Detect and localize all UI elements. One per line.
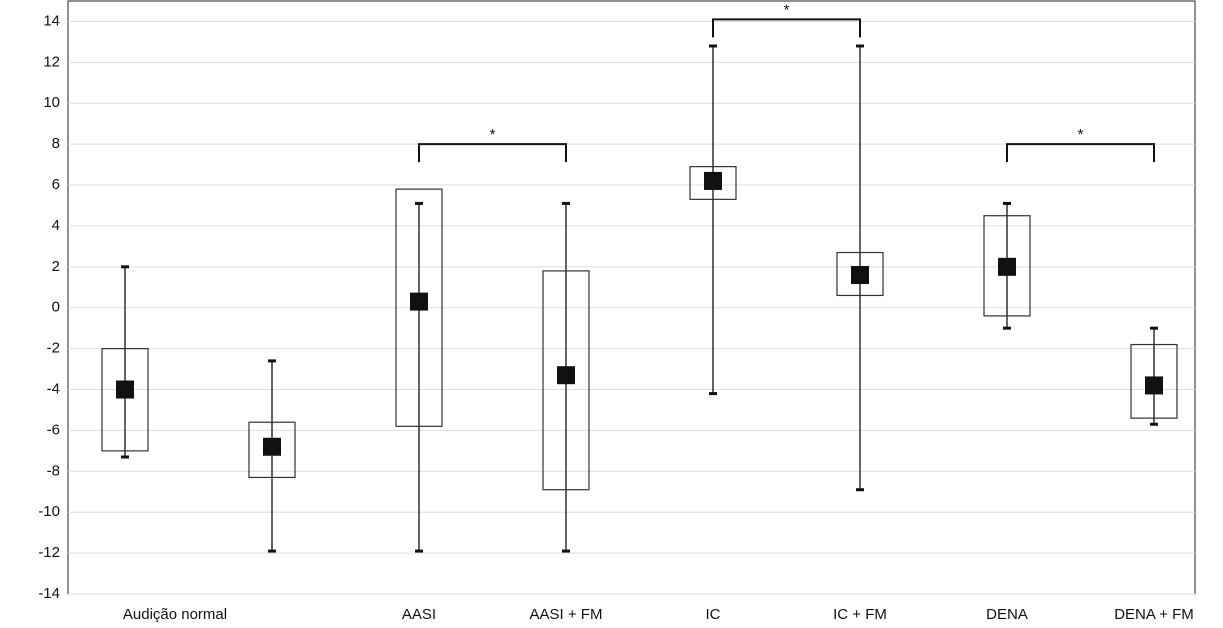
x-tick-label: IC: [706, 606, 721, 623]
significance-bracket: [712, 18, 861, 38]
box: [836, 251, 884, 297]
annotation: *: [784, 1, 790, 18]
annotation: *: [490, 126, 496, 143]
y-tick-label: -10: [38, 503, 60, 520]
y-tick-label: -2: [47, 340, 60, 357]
significance-bracket: [418, 143, 567, 163]
y-tick-label: 4: [52, 217, 60, 234]
y-tick-label: -8: [47, 462, 60, 479]
median-marker: [704, 171, 722, 190]
box: [983, 215, 1031, 317]
box: [395, 188, 443, 427]
y-tick-label: -4: [47, 380, 60, 397]
median-marker: [557, 366, 575, 385]
box: [1130, 343, 1178, 419]
x-tick-label: IC + FM: [833, 606, 887, 623]
box: [248, 421, 296, 479]
y-tick-label: 12: [43, 53, 60, 70]
median-marker: [998, 257, 1016, 276]
x-tick-label: DENA + FM: [1114, 606, 1194, 623]
y-tick-label: -6: [47, 421, 60, 438]
median-marker: [1145, 376, 1163, 395]
median-marker: [851, 266, 869, 285]
y-tick-label: -12: [38, 544, 60, 561]
y-tick-label: 6: [52, 176, 60, 193]
x-tick-label: AASI: [402, 606, 436, 623]
plot-area: [67, 0, 1196, 595]
y-tick-label: -14: [38, 585, 60, 602]
y-tick-label: 2: [52, 258, 60, 275]
y-tick-label: 14: [43, 12, 60, 29]
box: [542, 270, 590, 491]
x-tick-label: DENA: [986, 606, 1028, 623]
y-tick-label: 8: [52, 135, 60, 152]
x-tick-label: Audição normal: [123, 606, 227, 623]
annotation: *: [1078, 126, 1084, 143]
median-marker: [410, 292, 428, 311]
y-tick-label: 10: [43, 94, 60, 111]
median-marker: [263, 437, 281, 456]
x-tick-label: AASI + FM: [530, 606, 603, 623]
significance-bracket: [1006, 143, 1155, 163]
box: [101, 348, 149, 452]
box: [689, 166, 737, 200]
y-tick-label: 0: [52, 299, 60, 316]
median-marker: [116, 380, 134, 399]
